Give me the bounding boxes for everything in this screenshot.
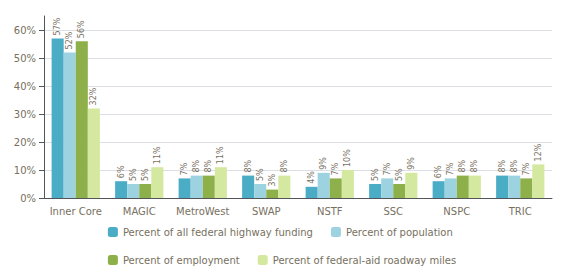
svg-text:NSTF: NSTF: [317, 206, 343, 217]
svg-text:5%: 5%: [395, 168, 404, 181]
svg-text:8%: 8%: [244, 160, 253, 173]
svg-text:MetroWest: MetroWest: [176, 206, 229, 217]
svg-text:60%: 60%: [14, 25, 36, 36]
svg-text:8%: 8%: [510, 160, 519, 173]
svg-text:9%: 9%: [407, 157, 416, 170]
svg-text:32%: 32%: [89, 87, 98, 105]
svg-text:8%: 8%: [280, 160, 289, 173]
svg-text:10%: 10%: [14, 165, 36, 176]
svg-text:SSC: SSC: [383, 206, 403, 217]
svg-text:TRIC: TRIC: [508, 206, 532, 217]
svg-text:5%: 5%: [256, 168, 265, 181]
svg-text:9%: 9%: [319, 157, 328, 170]
svg-text:7%: 7%: [446, 162, 455, 175]
svg-text:7%: 7%: [522, 162, 531, 175]
svg-text:11%: 11%: [153, 146, 162, 164]
svg-text:8%: 8%: [498, 160, 507, 173]
svg-text:Percent of all federal highway: Percent of all federal highway funding: [123, 227, 313, 238]
svg-text:8%: 8%: [458, 160, 467, 173]
svg-text:0%: 0%: [20, 193, 36, 204]
svg-text:8%: 8%: [470, 160, 479, 173]
svg-text:57%: 57%: [53, 17, 62, 35]
svg-text:8%: 8%: [192, 160, 201, 173]
svg-text:4%: 4%: [307, 171, 316, 184]
svg-text:5%: 5%: [371, 168, 380, 181]
svg-text:Inner Core: Inner Core: [50, 206, 102, 217]
svg-text:52%: 52%: [65, 31, 74, 49]
svg-text:SWAP: SWAP: [252, 206, 281, 217]
svg-text:7%: 7%: [383, 162, 392, 175]
svg-text:MAGIC: MAGIC: [123, 206, 156, 217]
svg-text:5%: 5%: [129, 168, 138, 181]
svg-text:56%: 56%: [77, 20, 86, 38]
svg-text:30%: 30%: [14, 109, 36, 120]
svg-text:7%: 7%: [180, 162, 189, 175]
svg-text:5%: 5%: [141, 168, 150, 181]
svg-text:7%: 7%: [331, 162, 340, 175]
svg-text:50%: 50%: [14, 53, 36, 64]
svg-text:NSPC: NSPC: [443, 206, 470, 217]
svg-text:6%: 6%: [434, 165, 443, 178]
svg-text:3%: 3%: [268, 174, 277, 187]
svg-text:Percent of population: Percent of population: [346, 227, 453, 238]
svg-text:12%: 12%: [534, 143, 543, 161]
svg-text:Percent of federal-aid roadway: Percent of federal-aid roadway miles: [273, 255, 456, 266]
svg-text:Percent of employment: Percent of employment: [123, 255, 240, 266]
svg-text:10%: 10%: [343, 149, 352, 167]
svg-text:6%: 6%: [117, 165, 126, 178]
svg-text:8%: 8%: [204, 160, 213, 173]
svg-text:11%: 11%: [216, 146, 225, 164]
svg-text:40%: 40%: [14, 81, 36, 92]
svg-text:20%: 20%: [14, 137, 36, 148]
